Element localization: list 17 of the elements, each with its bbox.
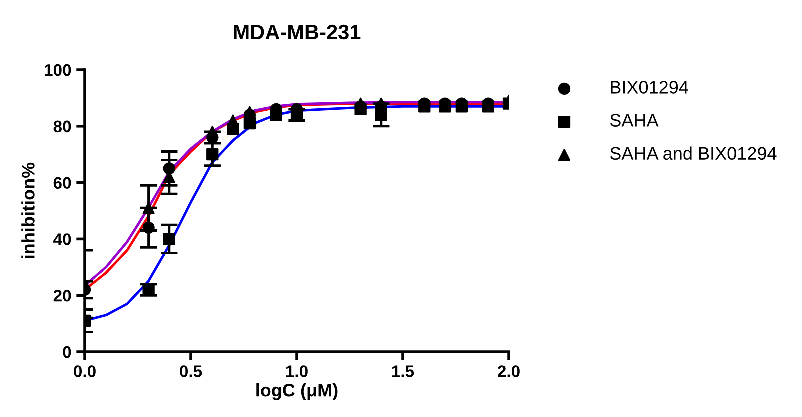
y-tick-label: 80 [54, 120, 72, 133]
y-tick-label: 60 [54, 177, 72, 190]
legend-label: SAHA and BIX01294 [610, 146, 777, 160]
y-tick-label: 40 [54, 234, 72, 246]
y-axis-title: inhibition% [22, 162, 35, 258]
x-tick-label: 0.5 [180, 366, 202, 378]
x-tick-label: 1.5 [392, 366, 414, 378]
x-tick-label: 1.0 [286, 366, 308, 378]
x-tick-label: 2.0 [498, 366, 520, 378]
chart-title: MDA-MB-231 [234, 24, 361, 40]
y-tick-label: 100 [45, 64, 72, 76]
legend-label: BIX01294 [611, 81, 688, 94]
x-tick-label: 0.0 [74, 366, 96, 378]
x-axis-title: logC (μM) [256, 384, 338, 400]
y-tick-label: 20 [54, 290, 72, 302]
y-tick-label: 0 [63, 346, 72, 358]
legend-label: SAHA [610, 114, 659, 127]
